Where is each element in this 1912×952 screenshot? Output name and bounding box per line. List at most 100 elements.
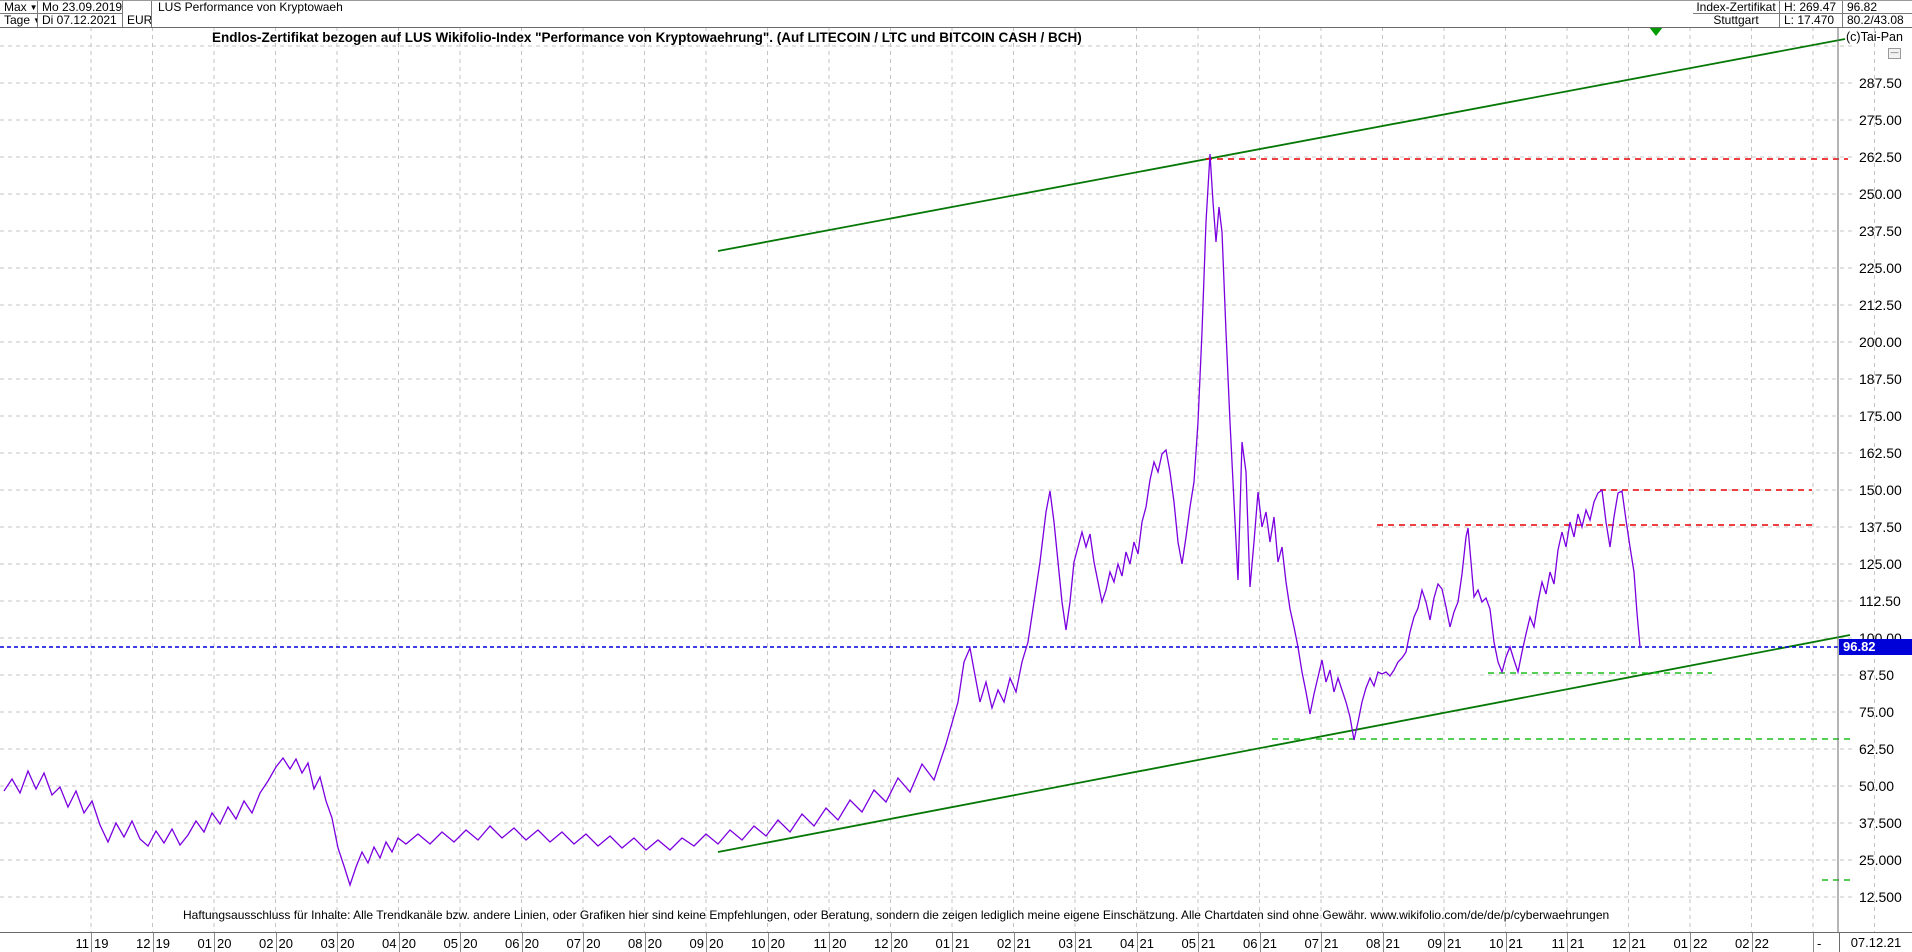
time-axis-year-label: 22 [1693,936,1708,951]
price-axis-label: 87.50 [1859,667,1895,683]
price-axis-label: 150.00 [1859,482,1902,498]
price-axis-label: 50.00 [1859,778,1895,794]
chevron-down-icon: ▼ [29,3,38,12]
price-axis-label: 275.00 [1859,112,1902,128]
time-axis-tick [1751,933,1753,952]
time-axis-month-label: 03 [320,936,335,951]
price-axis-label: 225.00 [1859,260,1902,276]
price-axis-label: 250.00 [1859,186,1902,202]
time-axis-tick [1690,933,1691,952]
trendline-lower [717,634,1851,853]
time-axis-trailing-label: - [1817,936,1822,951]
time-axis-year-label: 20 [832,936,847,951]
time-axis-tick [460,933,461,952]
price-axis-label: 200.00 [1859,334,1902,350]
time-axis-tick [1259,933,1261,952]
price-axis-label: 125.00 [1859,556,1902,572]
time-axis-tick [829,933,830,952]
time-axis-year-label: 21 [1078,936,1093,951]
time-axis-year-label: 20 [770,936,785,951]
currency-cell-top [123,1,152,14]
time-axis-year-label: 21 [1016,936,1031,951]
tai-pan-watermark: (c)Tai-Pan [1846,30,1903,44]
time-axis: 11 19 12 19 01 20 02 20 03 20 04 20 05 20 06 20 07 20 08 20… [0,932,1912,952]
time-axis-month-label: 05 [443,936,458,951]
time-axis-tick [1505,933,1507,952]
time-axis-year-label: 19 [94,936,109,951]
price-axis-label: 137.50 [1859,519,1902,535]
price-axis-label: 112.50 [1859,593,1901,609]
time-axis-year-label: 21 [1385,936,1400,951]
time-axis-year-label: 21 [1508,936,1523,951]
time-axis-month-label: 05 [1181,936,1196,951]
price-axis-label: 37.500 [1859,815,1902,831]
time-axis-year-label: 20 [278,936,293,951]
time-axis-tick [1136,933,1138,952]
time-axis-tick [644,933,646,952]
time-axis-year-label: 21 [1447,936,1462,951]
trendline-upper [717,38,1846,252]
price-axis-label: 25.000 [1859,852,1902,868]
instrument-name: LUS Performance von Kryptowaeh [152,1,692,14]
time-axis-month-label: 07 [566,936,581,951]
time-axis-tick [952,933,953,952]
time-axis-tick [275,933,277,952]
time-axis-month-label: 02 [259,936,274,951]
time-axis-year-label: 20 [524,936,539,951]
range-selector-label: Max [4,1,27,14]
time-axis-year-label: 19 [155,936,170,951]
time-axis-year-label: 20 [463,936,478,951]
time-axis-month-label: 09 [1427,936,1442,951]
time-axis-tick [91,933,92,952]
price-axis-label: 262.50 [1859,149,1902,165]
time-axis-tick [1013,933,1015,952]
time-axis-month-label: 03 [1058,936,1073,951]
time-axis-year-label: 21 [1201,936,1216,951]
time-axis-year-label: 20 [709,936,724,951]
time-axis-month-label: 02 [1735,936,1750,951]
time-axis-month-label: 01 [935,936,950,951]
time-axis-month-label: 06 [1243,936,1258,951]
time-axis-tick [890,933,892,952]
time-axis-year-label: 20 [647,936,662,951]
time-axis-year-label: 20 [217,936,232,951]
price-axis-label: 187.50 [1859,371,1902,387]
time-axis-tick [583,933,584,952]
time-axis-tick [1075,933,1076,952]
time-axis-month-label: 11 [813,936,828,951]
time-axis-month-label: 10 [751,936,766,951]
time-axis-tick [521,933,523,952]
time-axis-tick [706,933,707,952]
low-value: L: 17.470 [1780,14,1843,27]
time-axis-year-label: 22 [1754,936,1769,951]
time-axis-year-label: 20 [340,936,355,951]
time-axis-tick [1382,933,1384,952]
time-axis-year-label: 21 [1324,936,1339,951]
date-from: Mo 23.09.2019 [38,1,123,14]
price-axis-label: 212.50 [1859,297,1902,313]
price-axis-label: 12.500 [1859,889,1902,905]
time-axis-tick [1198,933,1199,952]
time-axis-tick [767,933,769,952]
time-axis-year-label: 21 [955,936,970,951]
time-axis-year-label: 21 [1570,936,1585,951]
time-axis-year-label: 21 [1631,936,1646,951]
chevron-down-icon: ▼ [33,14,37,27]
price-axis-label: 175.00 [1859,408,1902,424]
time-axis-tick [1444,933,1445,952]
collapse-axis-button[interactable]: — [1888,48,1901,59]
price-axis-label: 237.50 [1859,223,1902,239]
disclaimer-text: Haftungsausschluss für Inhalte: Alle Tre… [183,908,1610,922]
period-selector[interactable]: Tage▼ [0,14,38,27]
period-selector-label: Tage [4,14,31,27]
time-axis-month-label: 12 [1612,936,1627,951]
header-divider [0,27,1912,28]
time-axis-year-label: 20 [893,936,908,951]
price-axis-label: 287.50 [1859,75,1902,91]
time-axis-month-label: 09 [689,936,704,951]
time-axis-month-label: 10 [1489,936,1504,951]
range-selector[interactable]: Max ▼ [0,1,38,14]
time-axis-year-label: 20 [586,936,601,951]
